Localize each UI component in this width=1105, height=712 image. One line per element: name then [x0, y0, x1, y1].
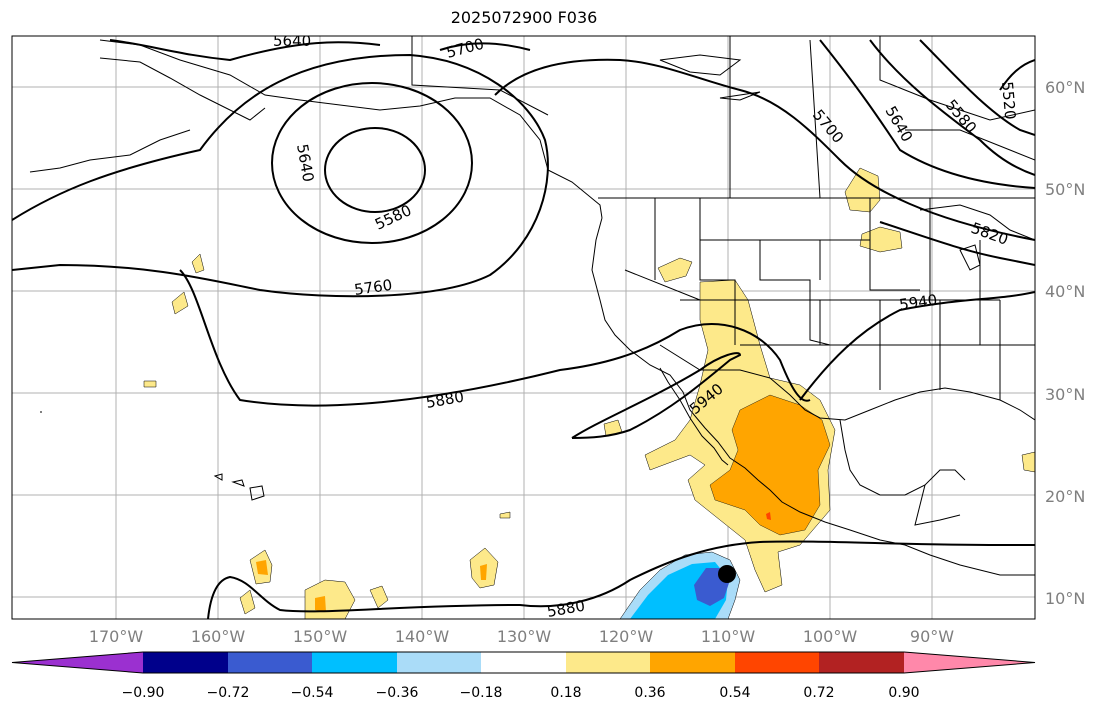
height-contours: [12, 39, 1035, 619]
lat-label: 10°N: [1045, 589, 1085, 608]
lon-label: 120°W: [599, 627, 654, 646]
colorbar-tick-label: 0.18: [550, 685, 581, 701]
map-title: 2025072900 F036: [450, 8, 598, 27]
lat-label: 40°N: [1045, 282, 1085, 301]
colorbar-tick-label: 0.72: [803, 685, 834, 701]
contour-label: 5880: [546, 597, 587, 621]
lon-label: 90°W: [910, 627, 954, 646]
colorbar-segment: [566, 652, 650, 673]
lon-label: 170°W: [89, 627, 144, 646]
storm-marker: [718, 565, 736, 583]
colorbar-segment: [143, 652, 228, 673]
strong-positive-spot: [766, 512, 771, 520]
colorbar-tick-label: −0.72: [207, 685, 250, 701]
lat-label: 60°N: [1045, 78, 1085, 97]
colorbar-segment: [904, 652, 1035, 673]
lon-label: 150°W: [293, 627, 348, 646]
lon-label: 110°W: [701, 627, 756, 646]
colorbar-segment: [312, 652, 397, 673]
anomaly-shading: [143, 167, 1035, 619]
colorbar-segment: [228, 652, 312, 673]
lat-label: 50°N: [1045, 180, 1085, 199]
colorbar-segment: [12, 652, 143, 673]
contour-label: 5520: [998, 81, 1019, 121]
colorbar-segment: [735, 652, 819, 673]
colorbar-tick-label: 0.36: [634, 685, 665, 701]
colorbar-segment: [397, 652, 481, 673]
contour-label: 5940: [898, 291, 938, 314]
colorbar-segment: [819, 652, 904, 673]
colorbar-tick-label: −0.54: [291, 685, 334, 701]
longitude-axis: 170°W 160°W 150°W 140°W 130°W 120°W 110°…: [89, 627, 954, 646]
colorbar-tick-label: −0.18: [460, 685, 503, 701]
colorbar-segment: [650, 652, 735, 673]
lon-label: 140°W: [395, 627, 450, 646]
colorbar: [11, 651, 1036, 674]
lat-label: 30°N: [1045, 385, 1085, 404]
colorbar-tick-label: 0.90: [888, 685, 919, 701]
colorbar-ticks: −0.90 −0.72 −0.54 −0.36 −0.18 0.18 0.36 …: [122, 685, 920, 701]
lon-label: 100°W: [803, 627, 858, 646]
map-frame: [11, 35, 1036, 620]
contour-label: 5760: [353, 276, 393, 299]
lat-label: 20°N: [1045, 487, 1085, 506]
contour-label: 5640: [273, 32, 311, 50]
colorbar-segment: [481, 652, 566, 673]
colorbar-tick-label: −0.36: [376, 685, 419, 701]
lon-label: 160°W: [191, 627, 246, 646]
latitude-axis: 60°N 50°N 40°N 30°N 20°N 10°N: [1045, 78, 1085, 608]
colorbar-tick-label: 0.54: [719, 685, 750, 701]
colorbar-tick-label: −0.90: [122, 685, 165, 701]
lon-label: 130°W: [497, 627, 552, 646]
colorbar-outline: [11, 651, 1036, 674]
